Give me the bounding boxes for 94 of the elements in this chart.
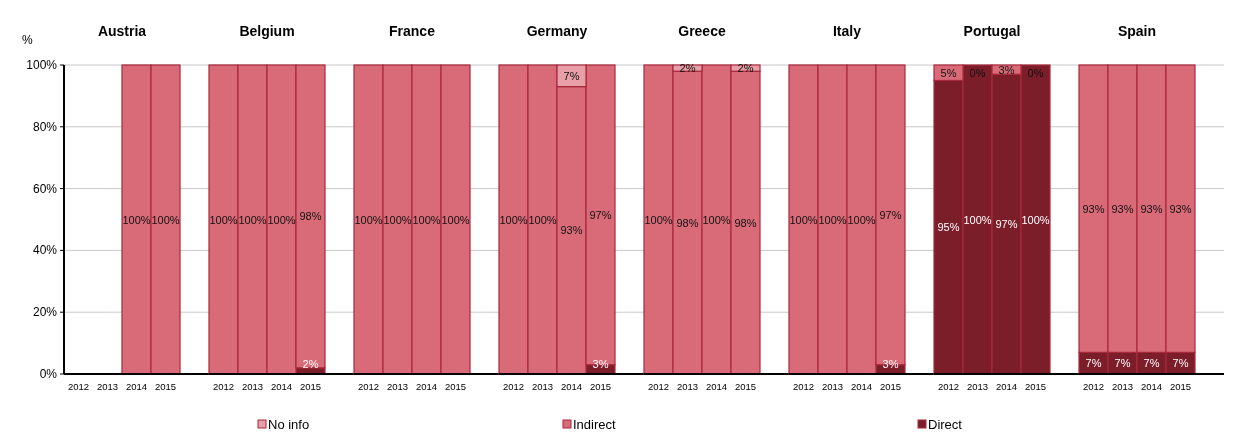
data-label: 2% — [302, 358, 319, 370]
x-tick-label: 2012 — [647, 381, 670, 392]
x-tick-label: 2012 — [67, 381, 90, 392]
data-label: 97% — [879, 208, 902, 221]
data-label: 98% — [734, 216, 757, 229]
x-tick-label: 2014 — [705, 381, 728, 392]
data-label: 100% — [151, 213, 180, 226]
x-tick-label: 2015 — [734, 381, 757, 392]
data-label: 97% — [995, 218, 1018, 231]
data-label: 100% — [528, 213, 557, 226]
data-label: 95% — [937, 221, 960, 234]
x-tick-label: 2015 — [299, 381, 322, 392]
data-label: 100% — [122, 213, 151, 226]
x-tick-label: 2014 — [850, 381, 873, 392]
x-tick-label: 2015 — [1169, 381, 1192, 392]
x-tick-label: 2012 — [502, 381, 525, 392]
data-label: 100% — [644, 213, 673, 226]
y-tick-label: 0% — [39, 367, 58, 381]
data-label: 100% — [702, 213, 731, 226]
x-tick-label: 2014 — [270, 381, 293, 392]
x-tick-label: 2015 — [444, 381, 467, 392]
x-tick-label: 2013 — [386, 381, 409, 392]
x-tick-label: 2014 — [1140, 381, 1163, 392]
chart-title: Belgium — [239, 23, 295, 39]
chart-title: Germany — [526, 23, 588, 39]
x-tick-label: 2014 — [995, 381, 1018, 392]
data-label: 7% — [1143, 357, 1160, 370]
data-label: 100% — [789, 213, 818, 226]
data-label: 100% — [383, 213, 412, 226]
x-tick-label: 2013 — [966, 381, 989, 392]
data-label: 0% — [1027, 67, 1044, 79]
legend-label: No info — [268, 417, 310, 432]
data-label: 93% — [1111, 202, 1134, 215]
x-tick-label: 2012 — [212, 381, 235, 392]
x-tick-label: 2013 — [821, 381, 844, 392]
legend-label: Direct — [928, 417, 963, 432]
y-tick-label: 80% — [32, 119, 58, 134]
data-label: 100% — [209, 213, 238, 226]
x-tick-label: 2014 — [125, 381, 148, 392]
data-label: 98% — [299, 210, 322, 223]
x-tick-label: 2012 — [937, 381, 960, 392]
x-tick-label: 2013 — [531, 381, 554, 392]
data-label: 0% — [969, 67, 986, 79]
data-label: 100% — [267, 213, 296, 226]
data-label: 100% — [847, 213, 876, 226]
data-label: 97% — [589, 208, 612, 221]
data-label: 5% — [940, 66, 957, 79]
data-label: 100% — [441, 213, 470, 226]
x-tick-label: 2012 — [792, 381, 815, 392]
legend-label: Indirect — [573, 417, 617, 432]
x-tick-label: 2013 — [1111, 381, 1134, 392]
data-label: 93% — [1082, 202, 1105, 215]
data-label: 93% — [1169, 202, 1192, 215]
x-tick-label: 2013 — [96, 381, 119, 392]
x-tick-label: 2014 — [560, 381, 583, 392]
y-tick-label: 40% — [32, 243, 58, 258]
data-label: 100% — [818, 213, 847, 226]
chart-title: Portugal — [963, 23, 1021, 39]
data-label: 100% — [1021, 213, 1050, 226]
x-tick-label: 2012 — [357, 381, 380, 392]
chart-title: Austria — [97, 23, 147, 39]
data-label: 100% — [354, 213, 383, 226]
data-label: 3% — [998, 63, 1015, 76]
data-label: 93% — [560, 224, 583, 237]
x-tick-label: 2015 — [154, 381, 177, 392]
x-tick-label: 2014 — [415, 381, 438, 392]
chart-title: Italy — [832, 23, 862, 39]
data-label: 7% — [563, 69, 580, 82]
data-label: 98% — [676, 216, 699, 229]
data-label: 93% — [1140, 202, 1163, 215]
y-axis-title: % — [22, 33, 33, 47]
data-label: 100% — [963, 213, 992, 226]
data-label: 100% — [238, 213, 267, 226]
data-label: 2% — [679, 62, 696, 75]
y-tick-label: 100% — [26, 58, 58, 72]
x-tick-label: 2012 — [1082, 381, 1105, 392]
y-tick-label: 20% — [32, 305, 58, 320]
data-label: 7% — [1114, 357, 1131, 370]
data-label: 2% — [737, 62, 754, 75]
data-label: 7% — [1085, 357, 1102, 370]
data-label: 3% — [592, 358, 609, 370]
x-tick-label: 2013 — [241, 381, 264, 392]
x-tick-label: 2013 — [676, 381, 699, 392]
chart-title: France — [389, 23, 436, 39]
chart-title: Spain — [1117, 23, 1157, 39]
chart-title: Greece — [678, 23, 726, 39]
data-label: 7% — [1172, 357, 1189, 370]
data-label: 100% — [412, 213, 441, 226]
x-tick-label: 2015 — [879, 381, 902, 392]
x-tick-label: 2015 — [589, 381, 612, 392]
y-tick-label: 60% — [32, 181, 58, 196]
data-label: 3% — [882, 358, 899, 370]
data-label: 100% — [499, 213, 528, 226]
x-tick-label: 2015 — [1024, 381, 1047, 392]
